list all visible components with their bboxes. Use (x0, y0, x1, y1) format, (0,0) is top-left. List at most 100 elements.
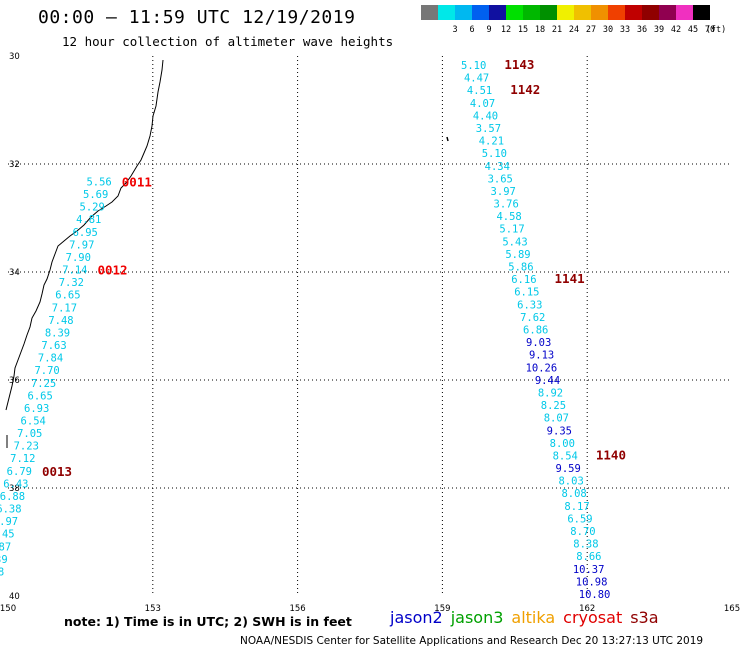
wave-height-value: 6.95 (73, 227, 98, 239)
wave-height-value: 6.79 (7, 466, 32, 478)
wave-height-value: 9.35 (547, 425, 572, 437)
wave-height-value: 5.89 (505, 249, 530, 261)
legend-entry-s3a: s3a (630, 608, 659, 627)
wave-height-value: 8.17 (564, 501, 589, 513)
wave-height-value: 4.81 (76, 214, 101, 226)
lat-tick-label: 34 (9, 268, 20, 278)
wave-height-value: 6.65 (55, 290, 80, 302)
wave-height-value: 8.38 (573, 539, 598, 551)
color-scale-label: 24 (568, 25, 580, 35)
color-scale-label: 6 (469, 25, 475, 35)
time-label: 1143 (504, 57, 534, 72)
time-label: 1142 (510, 82, 540, 97)
track-west: 5.565.695.294.816.957.977.907.147.326.65… (0, 175, 152, 592)
color-scale-label: 45 (687, 25, 699, 35)
wave-height-value: 5.56 (86, 177, 111, 189)
wave-height-value: 7.32 (59, 277, 84, 289)
wave-height-value: 9.59 (556, 463, 581, 475)
wave-height-value: 4.21 (479, 136, 504, 148)
lat-tick-label: 36 (9, 376, 20, 386)
wave-height-value: 8.92 (538, 387, 563, 399)
time-label: 1141 (555, 271, 585, 286)
wave-height-value: 10.80 (579, 589, 611, 601)
legend-entry-jason2: jason2 (390, 608, 443, 627)
color-scale-label: 39 (653, 25, 665, 35)
wave-height-value: 6.28 (0, 566, 4, 578)
wave-height-value: 5.86 (508, 262, 533, 274)
wave-height-value: 7.62 (520, 312, 545, 324)
wave-height-value: 3.97 (491, 186, 516, 198)
wave-height-value: 8.70 (570, 526, 595, 538)
wave-height-value: 7.05 (17, 428, 42, 440)
wave-height-value: 7.25 (31, 378, 56, 390)
wave-height-value: 3.76 (494, 199, 519, 211)
wave-height-value: 5.97 (0, 516, 18, 528)
wave-height-value: 4.58 (496, 211, 521, 223)
wave-height-value: 7.63 (41, 340, 66, 352)
wave-height-value: 8.03 (558, 476, 583, 488)
legend-entry-altika: altika (511, 608, 556, 627)
lon-tick-label: 153 (145, 604, 161, 614)
color-scale-swatch (438, 5, 455, 20)
color-scale-swatch (421, 5, 438, 20)
color-scale-swatch (455, 5, 472, 20)
color-scale-label: 70 (704, 25, 716, 35)
lon-tick-label: 165 (724, 604, 740, 614)
wave-height-value: 6.33 (517, 299, 542, 311)
wave-height-value: 5.10 (461, 60, 486, 72)
color-scale-swatch (608, 5, 625, 20)
color-scale-swatch (506, 5, 523, 20)
wave-height-value: 7.17 (52, 302, 77, 314)
time-label: 0012 (97, 263, 127, 278)
wave-height-value: 9.03 (526, 337, 551, 349)
lon-tick-label: 156 (289, 604, 305, 614)
time-label: 0013 (42, 464, 72, 479)
wave-height-value: 6.15 (514, 287, 539, 299)
wave-height-value: 5.69 (83, 189, 108, 201)
wave-height-value: 8.54 (553, 450, 578, 462)
color-scale-label: 36 (636, 25, 648, 35)
color-scale-swatch (642, 5, 659, 20)
color-scale-label: 9 (486, 25, 492, 35)
wave-height-value: 9.13 (529, 350, 554, 362)
wave-height-value: 6.16 (511, 274, 536, 286)
wave-height-value: 7.84 (38, 353, 63, 365)
wave-height-value: 5.43 (502, 236, 527, 248)
color-scale-label: 33 (619, 25, 631, 35)
wave-height-value: 10.26 (526, 362, 558, 374)
map-grid (8, 56, 732, 596)
wave-height-value: 6.86 (523, 325, 548, 337)
wave-height-value: 5.87 (0, 541, 11, 553)
wave-height-value: 8.07 (544, 413, 569, 425)
color-scale-label: 18 (534, 25, 546, 35)
color-scale-label: 27 (585, 25, 597, 35)
legend-entry-jason3: jason3 (450, 608, 504, 627)
lat-tick-label: 32 (9, 160, 20, 170)
wave-height-value: 7.48 (48, 315, 73, 327)
wave-height-value: 6.08 (0, 579, 1, 591)
wave-height-value: 4.47 (464, 73, 489, 85)
wave-height-value: 4.51 (467, 85, 492, 97)
color-scale-swatch (676, 5, 693, 20)
coastline (5, 59, 164, 411)
color-scale-swatch (472, 5, 489, 20)
color-scale-swatch (659, 5, 676, 20)
wave-height-value: 8.39 (45, 327, 70, 339)
wave-height-value: 7.14 (62, 265, 87, 277)
note-text: note: 1) Time is in UTC; 2) SWH is in fe… (64, 614, 352, 629)
wave-height-value: 10.37 (573, 564, 605, 576)
lat-tick-label: 30 (9, 52, 20, 62)
color-scale-swatch (523, 5, 540, 20)
wave-height-value: 4.40 (473, 110, 498, 122)
wave-height-value: 6.38 (0, 504, 22, 516)
wave-height-value: 10.98 (576, 576, 608, 588)
lon-tick-label: 159 (434, 604, 450, 614)
color-scale-swatch (591, 5, 608, 20)
time-label: 0011 (122, 175, 152, 190)
wave-height-value: 6.88 (0, 491, 25, 503)
color-scale-label: 15 (517, 25, 529, 35)
wave-height-value: 6.45 (0, 529, 15, 541)
wave-height-value: 3.65 (488, 173, 513, 185)
color-scale-label: 42 (670, 25, 682, 35)
